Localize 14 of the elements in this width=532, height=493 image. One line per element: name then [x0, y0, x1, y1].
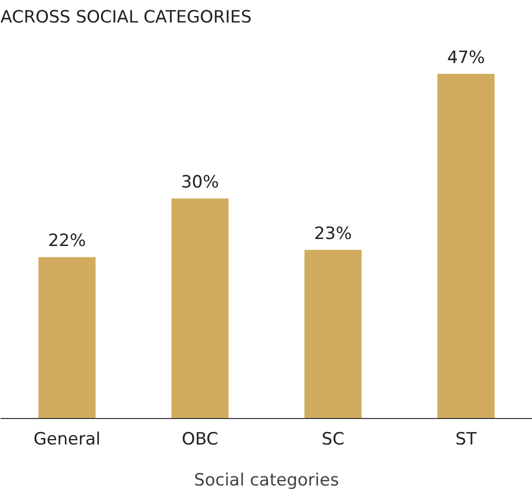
x-tick-label: General — [34, 430, 100, 450]
x-tick-label: OBC — [182, 430, 218, 450]
x-axis-title: Social categories — [194, 470, 340, 490]
bar — [38, 257, 96, 418]
data-label: 47% — [447, 48, 485, 68]
data-label: 22% — [48, 231, 86, 252]
data-label: 30% — [181, 172, 219, 193]
bar — [437, 74, 495, 418]
x-tick-label: SC — [322, 430, 344, 450]
data-label: 23% — [314, 224, 352, 244]
bar — [304, 250, 362, 418]
chart-title: ACROSS SOCIAL CATEGORIES — [0, 8, 252, 28]
bar — [171, 198, 229, 418]
x-tick-label: ST — [455, 430, 478, 450]
